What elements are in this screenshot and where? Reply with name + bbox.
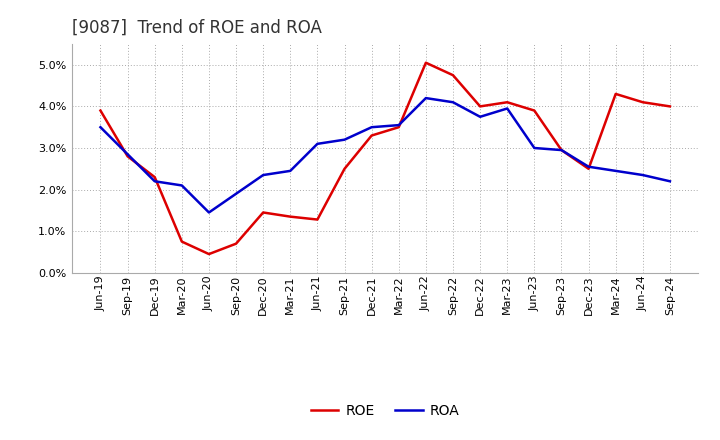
Line: ROE: ROE xyxy=(101,63,670,254)
ROA xyxy=(123,152,132,157)
ROA xyxy=(449,99,457,105)
ROE xyxy=(204,251,213,257)
ROE xyxy=(584,166,593,172)
ROA xyxy=(584,164,593,169)
ROA xyxy=(367,125,376,130)
ROE xyxy=(286,214,294,219)
ROE xyxy=(259,210,268,215)
ROE xyxy=(150,175,159,180)
ROA xyxy=(204,210,213,215)
ROA xyxy=(611,168,620,173)
Line: ROA: ROA xyxy=(101,98,670,213)
ROE xyxy=(395,125,403,130)
ROA xyxy=(178,183,186,188)
ROA xyxy=(286,168,294,173)
ROA xyxy=(557,147,566,153)
Text: [9087]  Trend of ROE and ROA: [9087] Trend of ROE and ROA xyxy=(72,19,322,37)
ROA xyxy=(259,172,268,178)
ROA xyxy=(341,137,349,142)
ROE xyxy=(178,239,186,244)
ROE xyxy=(665,104,674,109)
ROA xyxy=(530,145,539,150)
ROE xyxy=(530,108,539,113)
ROA xyxy=(313,141,322,147)
ROE xyxy=(96,108,105,113)
ROE xyxy=(123,154,132,159)
ROA xyxy=(476,114,485,119)
ROA xyxy=(503,106,511,111)
ROE xyxy=(232,241,240,246)
ROE xyxy=(476,104,485,109)
ROA xyxy=(150,179,159,184)
ROE xyxy=(449,73,457,78)
ROA xyxy=(639,172,647,178)
ROE xyxy=(421,60,430,66)
ROE xyxy=(367,133,376,138)
ROA xyxy=(232,191,240,196)
ROE xyxy=(503,99,511,105)
Legend: ROE, ROA: ROE, ROA xyxy=(305,399,465,424)
ROE xyxy=(557,147,566,153)
ROE xyxy=(639,99,647,105)
ROA xyxy=(395,122,403,128)
ROA xyxy=(421,95,430,101)
ROE xyxy=(313,217,322,222)
ROE xyxy=(611,91,620,96)
ROA xyxy=(96,125,105,130)
ROE xyxy=(341,166,349,172)
ROA xyxy=(665,179,674,184)
